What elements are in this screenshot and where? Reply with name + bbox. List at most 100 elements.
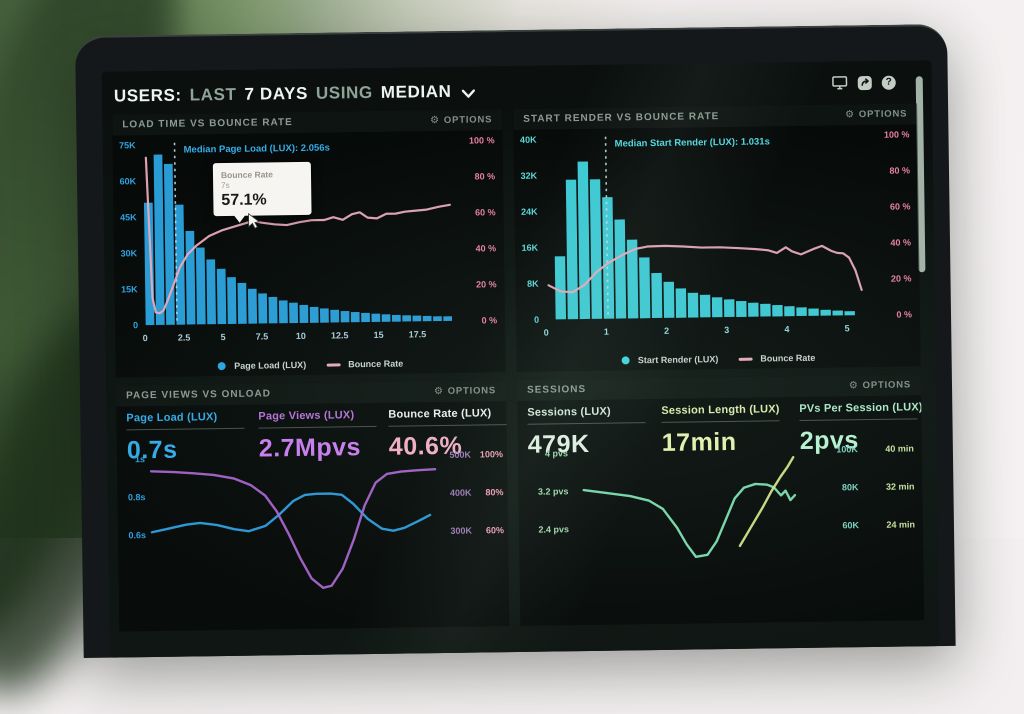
svg-text:30K: 30K	[120, 248, 137, 258]
header-icons: ?	[832, 75, 896, 91]
load-time-histogram-chart: 75K 60K 45K 30K 15K 0 100 % 80 % 60 % 40 % 20 % 0 %…	[112, 130, 505, 355]
svg-text:0: 0	[143, 333, 148, 343]
metric-label: PVs Per Session (LUX)	[799, 401, 923, 416]
start-render-dot-icon	[621, 356, 630, 365]
svg-text:60 %: 60 %	[475, 207, 496, 217]
panel-load-time-vs-bounce-rate: LOAD TIME VS BOUNCE RATE ⚙ OPTIONS 75K 60…	[112, 109, 506, 378]
svg-text:80%: 80%	[485, 487, 503, 497]
svg-text:1s: 1s	[135, 454, 145, 464]
tooltip-title: Bounce Rate	[220, 169, 274, 181]
svg-text:40 %: 40 %	[890, 237, 911, 247]
metric-divider	[799, 418, 918, 422]
chevron-down-icon[interactable]	[461, 83, 475, 103]
svg-text:32K: 32K	[520, 171, 537, 181]
metric-label: Page Load (LUX)	[126, 411, 218, 425]
svg-text:60%: 60%	[486, 525, 504, 535]
svg-text:40K: 40K	[520, 135, 537, 145]
metric-label: Session Length (LUX)	[661, 403, 780, 417]
options-label: OPTIONS	[862, 379, 912, 392]
svg-text:2.5: 2.5	[178, 333, 191, 343]
svg-text:Median Page Load (LUX): 2.056s: Median Page Load (LUX): 2.056s	[184, 143, 330, 156]
svg-text:0: 0	[544, 328, 549, 338]
svg-text:300K: 300K	[450, 526, 472, 536]
svg-text:12.5: 12.5	[331, 330, 349, 340]
panel-title: PAGE VIEWS VS ONLOAD	[125, 388, 271, 402]
metric-divider	[258, 425, 377, 429]
svg-text:3.2 pvs: 3.2 pvs	[538, 486, 569, 496]
metric-divider	[388, 424, 507, 427]
title-segment: LAST	[189, 84, 237, 105]
svg-text:3: 3	[724, 325, 729, 335]
title-segment: USING	[315, 82, 373, 103]
svg-text:10: 10	[296, 331, 306, 341]
svg-text:100 %: 100 %	[469, 135, 495, 145]
svg-text:4: 4	[784, 324, 789, 334]
bounce-rate-line-icon	[326, 362, 341, 367]
help-icon[interactable]: ?	[881, 75, 896, 90]
title-segment: MEDIAN	[380, 81, 452, 102]
svg-text:16K: 16K	[521, 243, 538, 253]
svg-text:15: 15	[374, 330, 384, 340]
laptop: USERS: LAST 7 DAYS USING MEDIAN ?	[75, 23, 956, 659]
svg-text:500K: 500K	[449, 450, 471, 460]
options-label: OPTIONS	[447, 385, 497, 397]
svg-text:20 %: 20 %	[891, 273, 912, 283]
svg-text:60K: 60K	[842, 520, 859, 530]
svg-text:60 %: 60 %	[890, 201, 911, 211]
display-icon[interactable]	[832, 75, 848, 90]
svg-text:40 min: 40 min	[885, 443, 914, 453]
metric-divider	[661, 420, 780, 423]
options-button[interactable]: ⚙ OPTIONS	[849, 379, 911, 391]
svg-text:2.4 pvs: 2.4 pvs	[538, 524, 569, 534]
page-title[interactable]: USERS: LAST 7 DAYS USING MEDIAN	[114, 80, 475, 108]
svg-text:8K: 8K	[527, 279, 539, 289]
panel-page-views-vs-onload: PAGE VIEWS VS ONLOAD ⚙ OPTIONS Page Load…	[115, 380, 510, 632]
share-icon[interactable]	[857, 75, 872, 90]
start-render-histogram-chart: 40K 32K 24K 16K 8K 0 100 % 80 % 60 % 40 % 20 % 0 % 0…	[513, 124, 920, 350]
svg-text:7.5: 7.5	[256, 331, 269, 341]
bounce-rate-line-icon	[738, 357, 753, 361]
svg-text:4 pvs: 4 pvs	[545, 448, 568, 458]
svg-text:80 %: 80 %	[889, 165, 910, 175]
svg-text:Median Start Render (LUX): 1.0: Median Start Render (LUX): 1.031s	[615, 136, 770, 149]
panel-header: SESSIONS ⚙ OPTIONS	[516, 374, 922, 401]
svg-text:0 %: 0 %	[481, 315, 497, 325]
tooltip-tail	[233, 214, 246, 223]
tooltip-value: 57.1%	[221, 191, 267, 210]
svg-text:400K: 400K	[450, 488, 472, 498]
svg-text:80K: 80K	[842, 482, 859, 492]
options-label: OPTIONS	[858, 108, 908, 121]
dashboard-screen: USERS: LAST 7 DAYS USING MEDIAN ?	[101, 60, 940, 658]
chart-legend: Page Load (LUX) Bounce Rate	[116, 357, 506, 372]
svg-text:40 %: 40 %	[475, 243, 496, 253]
svg-text:60K: 60K	[119, 176, 136, 186]
svg-text:5: 5	[220, 332, 225, 342]
svg-text:5: 5	[845, 323, 850, 333]
svg-text:0.8s: 0.8s	[128, 492, 146, 502]
page-views-line-chart: 1s 0.8s 0.6s 500K 100% 400K 80% 300K 60%	[117, 442, 510, 631]
svg-text:0: 0	[534, 315, 539, 325]
title-segment: USERS:	[113, 85, 182, 106]
panel-title: SESSIONS	[526, 383, 587, 396]
svg-text:20 %: 20 %	[476, 279, 497, 289]
bounce-rate-tooltip: Bounce Rate 7s 57.1%	[212, 161, 312, 223]
panel-header: PAGE VIEWS VS ONLOAD ⚙ OPTIONS	[115, 380, 507, 407]
tooltip-subtitle: 7s	[221, 180, 230, 191]
svg-text:75K: 75K	[119, 140, 136, 150]
legend-label: Bounce Rate	[760, 352, 816, 364]
metric-label: Page Views (LUX)	[258, 409, 355, 423]
options-button[interactable]: ⚙ OPTIONS	[434, 385, 496, 397]
gear-icon: ⚙	[430, 114, 440, 126]
legend-label: Start Render (LUX)	[637, 354, 719, 366]
panel-title: START RENDER VS BOUNCE RATE	[523, 111, 720, 125]
svg-text:100 %: 100 %	[884, 129, 910, 139]
svg-text:24 min: 24 min	[886, 519, 915, 529]
dashboard-header: USERS: LAST 7 DAYS USING MEDIAN ?	[114, 72, 912, 109]
page-load-dot-icon	[218, 362, 227, 371]
legend-label: Page Load (LUX)	[234, 359, 307, 371]
options-button[interactable]: ⚙ OPTIONS	[430, 114, 492, 126]
gear-icon: ⚙	[433, 385, 444, 397]
options-button[interactable]: ⚙ OPTIONS	[845, 108, 907, 120]
svg-text:0 %: 0 %	[896, 309, 912, 319]
svg-text:0.6s: 0.6s	[128, 530, 146, 540]
